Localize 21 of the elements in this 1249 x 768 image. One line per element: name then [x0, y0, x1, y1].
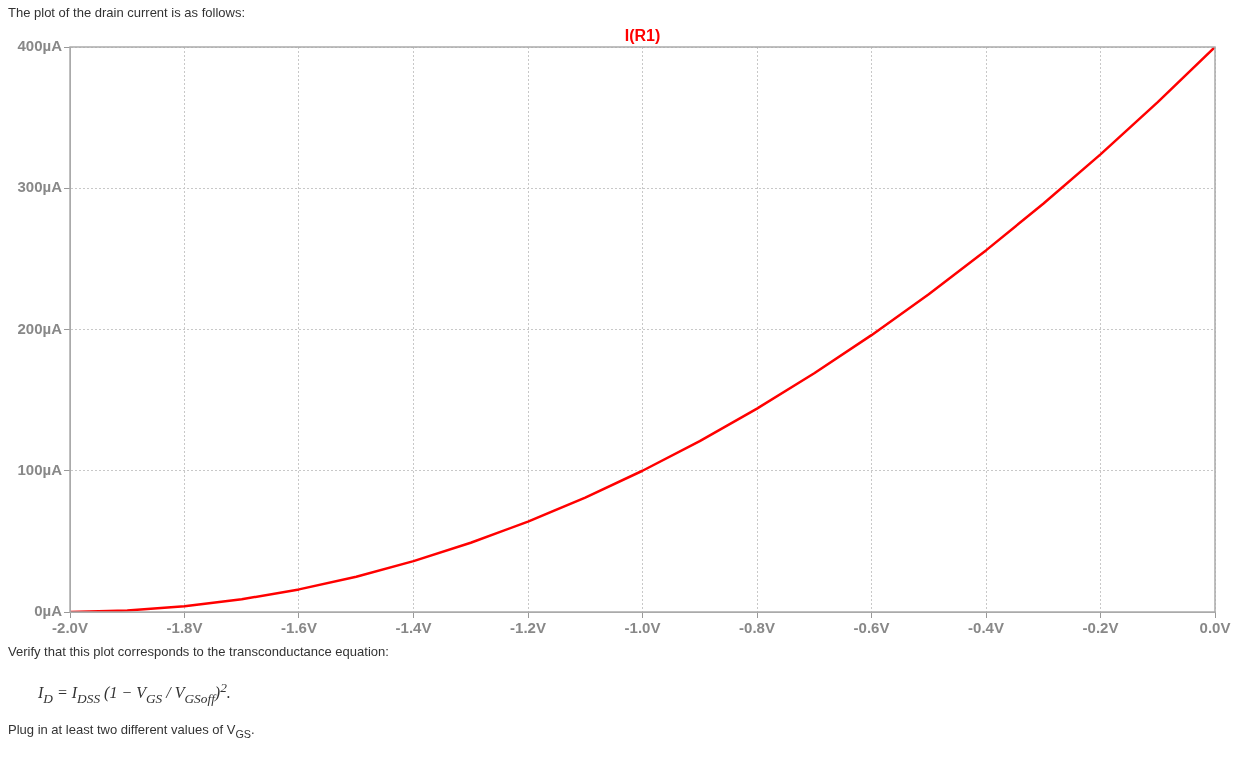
x-tick-label: -0.4V — [968, 619, 1004, 637]
y-tick-label: 0µA — [34, 602, 63, 620]
x-tick-label: -1.0V — [624, 619, 661, 637]
y-tick-label: 300µA — [17, 178, 63, 196]
text: I(R1) — [624, 27, 661, 45]
text: Verify that this plot corresponds to the transconductance equation: — [8, 644, 389, 659]
x-tick-label: -2.0V — [52, 619, 88, 637]
x-tick-label: -0.2V — [1082, 619, 1119, 637]
text: I$_{D}$ = I$_{DSS}$ (1 − V$_{GS}$ / V$_{GSoff}$)$^{2}$. — [38, 680, 231, 706]
x-tick-label: -0.6V — [853, 619, 890, 637]
x-tick-label: -1.2V — [510, 619, 546, 637]
x-tick-label: -1.4V — [395, 619, 432, 637]
x-tick-label: 0.0V — [1199, 619, 1231, 637]
y-tick-label: 200µA — [17, 319, 63, 337]
x-tick-label: -1.6V — [281, 619, 317, 637]
text: Plug in at least two different values of V$_{GS}$. — [8, 722, 255, 740]
x-tick-label: -0.8V — [739, 619, 775, 637]
y-tick-label: 100µA — [17, 460, 63, 478]
y-tick-label: 400µA — [17, 37, 63, 55]
x-tick-label: -1.8V — [166, 619, 203, 637]
text: The plot of the drain current is as follows: — [8, 5, 246, 20]
